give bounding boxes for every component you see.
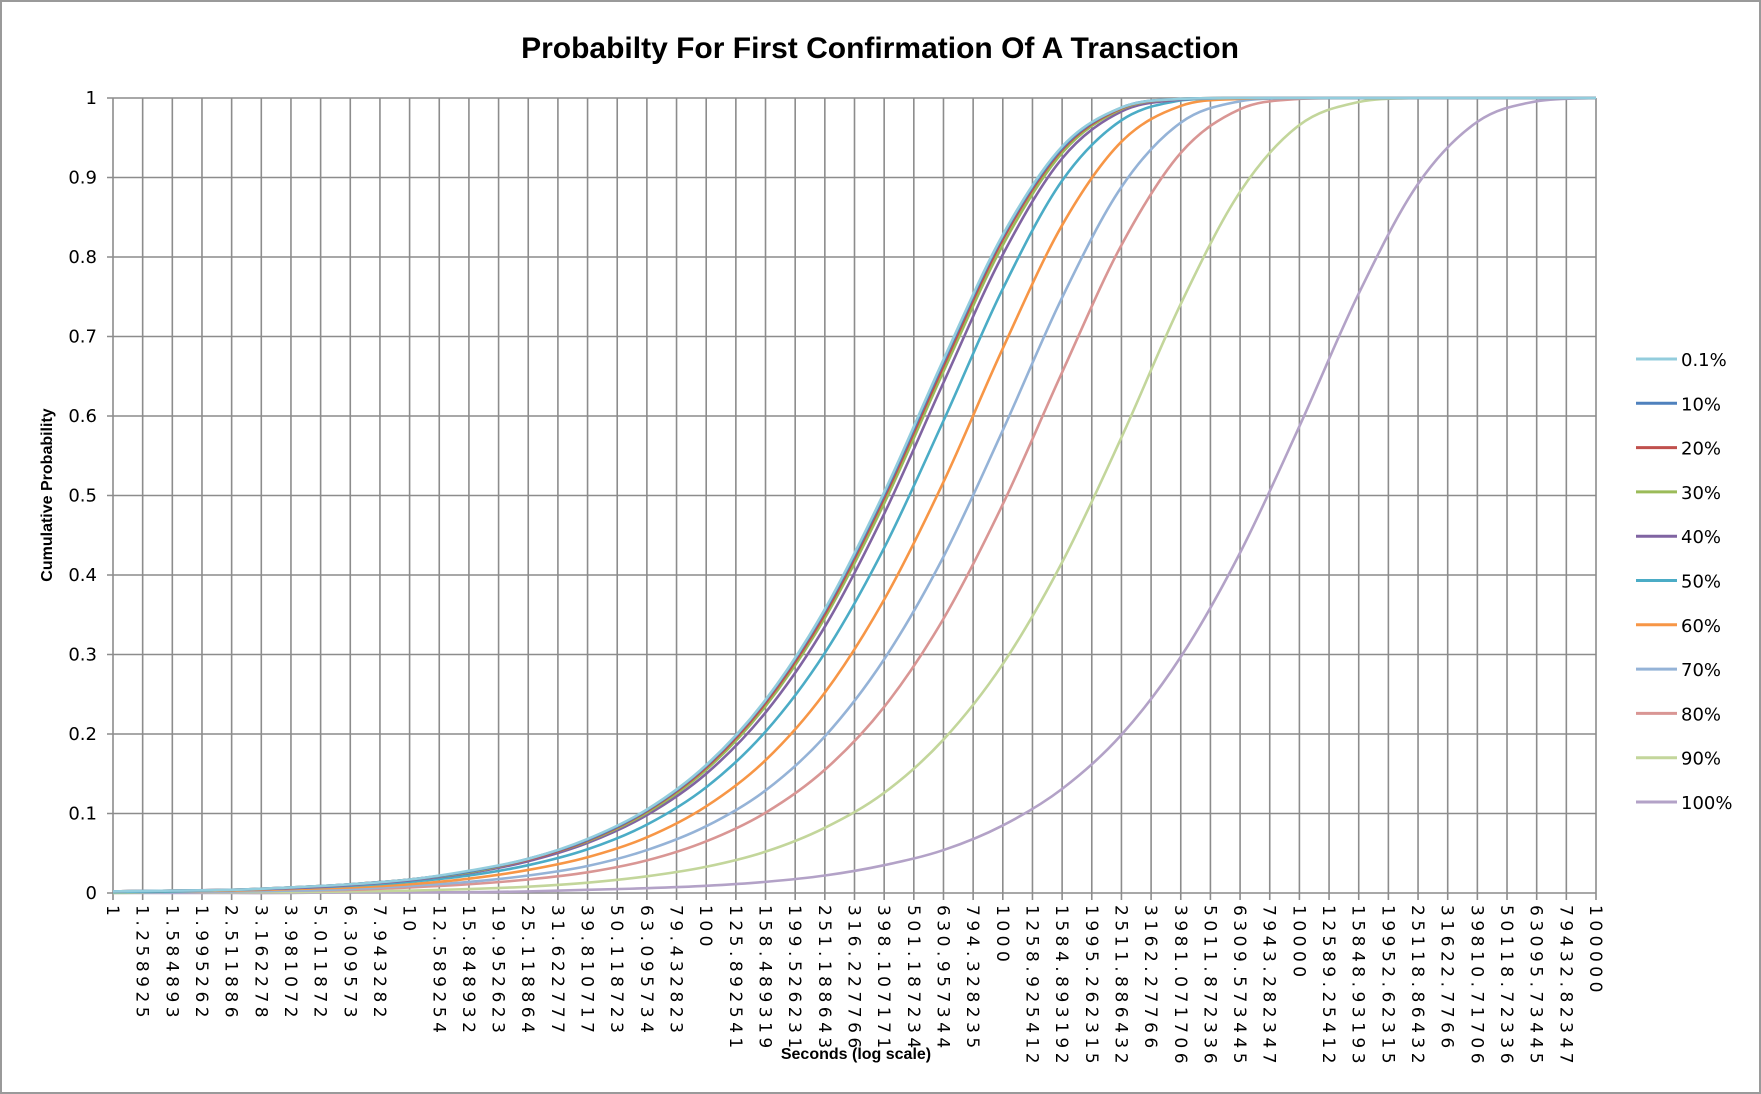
y-tick-label: 0 — [86, 883, 97, 904]
x-tick-label: 3.162278 — [250, 905, 270, 1022]
x-tick-label: 12.589254 — [428, 905, 448, 1037]
x-tick-label: 39810.71706 — [1466, 905, 1486, 1068]
legend-label: 30% — [1681, 483, 1721, 504]
x-tick-label: 10 — [399, 905, 419, 936]
y-tick-label: 0.5 — [68, 486, 97, 507]
legend-label: 60% — [1681, 616, 1721, 637]
x-tick-label: 1.584893 — [161, 905, 181, 1022]
y-tick-label: 0.3 — [68, 645, 97, 666]
y-tick-label: 1 — [86, 88, 97, 109]
gridlines — [107, 97, 1597, 900]
legend-label: 70% — [1681, 660, 1721, 681]
x-tick-label: 794.328235 — [962, 905, 982, 1053]
x-tick-label: 25.118864 — [517, 905, 537, 1037]
x-tick-label: 63.095734 — [636, 905, 656, 1037]
legend-label: 100% — [1681, 793, 1732, 814]
x-tick-label: 3.981072 — [280, 905, 300, 1022]
x-tick-label: 5.011872 — [310, 905, 330, 1022]
x-tick-label: 79432.82347 — [1555, 905, 1575, 1068]
x-tick-label: 125.892541 — [725, 905, 745, 1053]
x-tick-label: 12589.25412 — [1318, 905, 1338, 1068]
series-line-90- — [112, 96, 1596, 895]
legend-label: 40% — [1681, 527, 1721, 548]
x-tick-label: 6309.573445 — [1229, 905, 1249, 1068]
x-axis-label: Seconds (log scale) — [781, 1046, 931, 1063]
y-tick-labels: 0 0.1 0.2 0.3 0.4 0.5 0.6 0.7 0.8 0.9 1 — [68, 88, 97, 904]
x-tick-label: 7943.282347 — [1259, 905, 1279, 1068]
x-tick-label: 19.952623 — [488, 905, 508, 1037]
x-tick-label: 630.957344 — [932, 905, 952, 1053]
x-tick-label: 1584.893192 — [1051, 905, 1071, 1068]
y-tick-label: 0.9 — [68, 168, 97, 189]
x-tick-label: 19952.62315 — [1377, 905, 1397, 1068]
legend-label: 10% — [1681, 394, 1721, 415]
y-tick-label: 0.4 — [68, 565, 97, 586]
x-tick-label: 15848.93193 — [1348, 905, 1368, 1068]
x-tick-label: 31622.7766 — [1437, 905, 1457, 1053]
x-tick-label: 7.943282 — [369, 905, 389, 1022]
legend-label: 0.1% — [1681, 350, 1727, 371]
x-tick-labels: 1 1.258925 1.584893 1.995262 2.511886 3.16227… — [102, 905, 1605, 1068]
x-tick-label: 25118.86432 — [1407, 905, 1427, 1068]
x-tick-label: 39.810717 — [577, 905, 597, 1037]
x-tick-label: 501.187234 — [903, 905, 923, 1053]
legend-label: 50% — [1681, 572, 1721, 593]
x-tick-label: 10000 — [1288, 905, 1308, 982]
x-tick-label: 63095.73445 — [1526, 905, 1546, 1068]
y-tick-label: 0.7 — [68, 327, 97, 348]
x-tick-label: 100 — [695, 905, 715, 951]
y-tick-label: 0.1 — [68, 804, 97, 825]
x-tick-label: 5011.872336 — [1199, 905, 1219, 1068]
x-tick-label: 3981.071706 — [1170, 905, 1190, 1068]
x-tick-label: 100000 — [1585, 905, 1605, 997]
legend-label: 80% — [1681, 704, 1721, 725]
x-tick-label: 1000 — [992, 905, 1012, 966]
y-tick-label: 0.6 — [68, 406, 97, 427]
x-tick-label: 79.432823 — [666, 905, 686, 1037]
x-tick-label: 1.258925 — [132, 905, 152, 1022]
x-tick-label: 1 — [102, 905, 122, 920]
y-axis-label: Cumulative Probability — [39, 408, 56, 581]
x-tick-label: 3162.27766 — [1140, 905, 1160, 1053]
x-tick-label: 15.848932 — [458, 905, 478, 1037]
x-tick-label: 2511.886432 — [1110, 905, 1130, 1068]
y-tick-label: 0.2 — [68, 724, 97, 745]
x-tick-label: 398.107171 — [873, 905, 893, 1053]
legend-label: 20% — [1681, 439, 1721, 460]
x-tick-label: 316.227766 — [844, 905, 864, 1053]
series-lines — [112, 96, 1597, 895]
x-tick-label: 6.309573 — [339, 905, 359, 1022]
series-line-0-1- — [112, 96, 1596, 893]
legend: 0.1% 10% 20% 30% 40% 50% 60% 70% 80% 90% 100% — [1636, 350, 1732, 814]
x-tick-label: 199.526231 — [784, 905, 804, 1053]
legend-label: 90% — [1681, 749, 1721, 770]
x-tick-label: 50118.72336 — [1496, 905, 1516, 1068]
x-tick-label: 1258.925412 — [1021, 905, 1041, 1068]
y-tick-label: 0.8 — [68, 247, 97, 268]
chart-title: Probabilty For First Confirmation Of A T… — [521, 32, 1239, 65]
x-tick-label: 50.118723 — [606, 905, 626, 1037]
x-tick-label: 251.188643 — [814, 905, 834, 1053]
x-tick-label: 158.489319 — [755, 905, 775, 1053]
x-tick-label: 2.511886 — [221, 905, 241, 1022]
x-tick-label: 31.622777 — [547, 905, 567, 1037]
x-tick-label: 1.995262 — [191, 905, 211, 1022]
x-tick-label: 1995.262315 — [1081, 905, 1101, 1068]
